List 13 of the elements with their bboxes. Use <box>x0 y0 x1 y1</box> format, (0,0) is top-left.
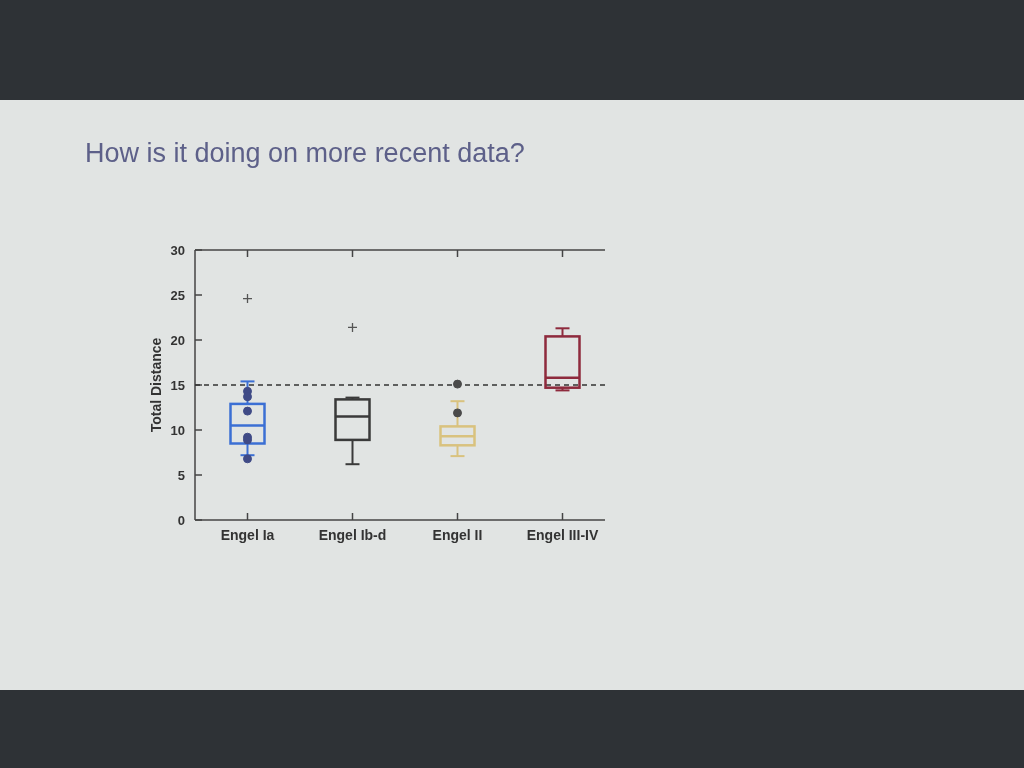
y-tick-label: 15 <box>170 377 185 393</box>
y-tick-label: 5 <box>177 467 185 483</box>
x-tick-label: Engel Ib-d <box>318 527 387 543</box>
x-tick-label: Engel Ia <box>220 527 275 543</box>
y-tick-label: 0 <box>177 512 185 528</box>
y-tick-label: 20 <box>170 332 185 348</box>
y-tick-label: 10 <box>170 422 185 438</box>
chart-title: How is it doing on more recent data? <box>85 138 525 168</box>
y-tick-label: 25 <box>170 287 185 303</box>
x-tick-label: Engel III-IV <box>526 527 599 543</box>
y-tick-label: 30 <box>170 242 185 258</box>
x-tick-label: Engel II <box>432 527 483 543</box>
y-axis-title: Total Distance <box>148 337 164 433</box>
